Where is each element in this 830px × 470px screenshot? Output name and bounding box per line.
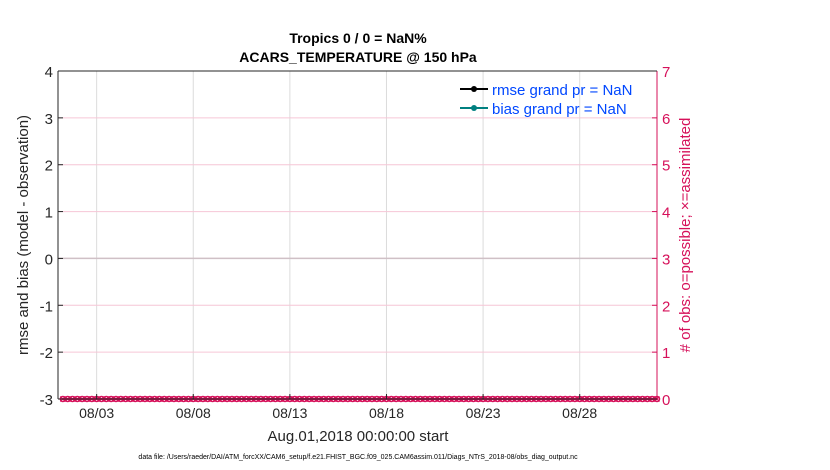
footnote: data file: /Users/raeder/DAI/ATM_forcXX/… xyxy=(138,454,578,461)
legend-rmse-label: rmse grand pr = NaN xyxy=(492,82,632,99)
grid xyxy=(58,71,657,399)
x-axis-label: Aug.01,2018 00:00:00 start xyxy=(268,428,450,445)
axes: 08/03 08/08 08/13 08/18 08/23 08/28 0 1 2 3 4 5 6 7 -3… xyxy=(40,64,671,421)
y-left-tick-label: -1 xyxy=(40,298,53,315)
y-left-tick-label: -3 xyxy=(40,392,53,409)
y-right-tick-label: 6 xyxy=(662,111,670,128)
chart-title-line2: ACARS_TEMPERATURE @ 150 hPa xyxy=(239,49,477,65)
y-left-tick-label: 0 xyxy=(45,251,53,268)
y-right-tick-label: 3 xyxy=(662,251,670,268)
y-axis-right-label: # of obs: o=possible; ×=assimilated xyxy=(677,118,694,353)
y-left-tick-label: 1 xyxy=(45,205,53,222)
y-right-tick-label: 7 xyxy=(662,64,670,81)
x-tick-label: 08/03 xyxy=(79,405,114,421)
legend-rmse-marker xyxy=(471,86,477,92)
x-tick-label: 08/23 xyxy=(466,405,501,421)
x-tick-label: 08/18 xyxy=(369,405,404,421)
y-axis-left-label: rmse and bias (model - observation) xyxy=(15,115,32,355)
y-right-tick-label: 0 xyxy=(662,392,670,409)
y-right-tick-label: 1 xyxy=(662,345,670,362)
y-right-tick-label: 2 xyxy=(662,298,670,315)
y-left-tick-label: -2 xyxy=(40,345,53,362)
y-right-tick-label: 4 xyxy=(662,205,670,222)
y-right-tick-label: 5 xyxy=(662,158,670,175)
y-left-tick-label: 3 xyxy=(45,111,53,128)
y-left-tick-label: 4 xyxy=(45,64,53,81)
x-tick-label: 08/08 xyxy=(176,405,211,421)
legend: rmse grand pr = NaN bias grand pr = NaN xyxy=(460,82,632,118)
y-left-tick-label: 2 xyxy=(45,158,53,175)
chart-title-line1: Tropics 0 / 0 = NaN% xyxy=(289,30,427,46)
x-tick-label: 08/28 xyxy=(562,405,597,421)
x-tick-label: 08/13 xyxy=(272,405,307,421)
legend-bias-marker xyxy=(471,105,477,111)
legend-bias-label: bias grand pr = NaN xyxy=(492,101,627,118)
